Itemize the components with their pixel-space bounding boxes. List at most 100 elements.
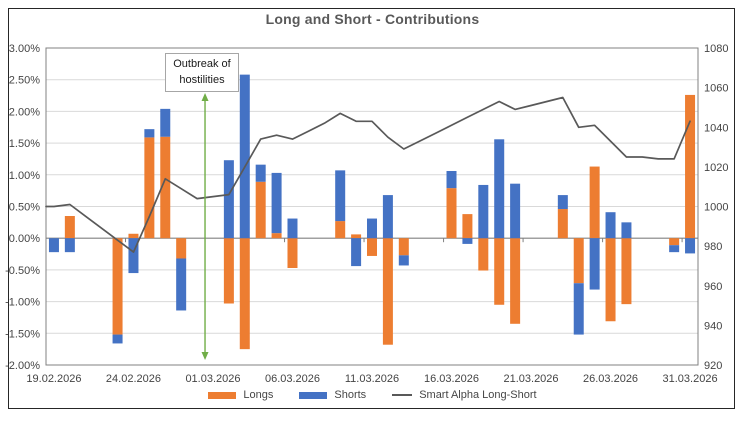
bar-longs[interactable] xyxy=(621,238,632,305)
bar-longs[interactable] xyxy=(398,238,409,256)
chart-frame xyxy=(8,8,735,409)
bar-shorts[interactable] xyxy=(160,108,171,137)
bar-shorts[interactable] xyxy=(478,184,489,239)
y-axis-right-label: 1020 xyxy=(704,162,728,174)
bar-longs[interactable] xyxy=(367,238,377,256)
legend-item-longs[interactable]: Longs xyxy=(208,389,273,401)
bar-shorts[interactable] xyxy=(446,170,457,189)
bar-longs[interactable] xyxy=(335,221,346,239)
x-axis-label: 01.03.2026 xyxy=(185,373,240,385)
bar-shorts[interactable] xyxy=(48,238,59,253)
bar-longs[interactable] xyxy=(128,233,139,239)
x-axis-label: 21.03.2026 xyxy=(503,373,558,385)
legend-item-shorts[interactable]: Shorts xyxy=(299,389,366,401)
bar-shorts[interactable] xyxy=(573,283,584,335)
bar-shorts[interactable] xyxy=(382,195,393,239)
bar-longs[interactable] xyxy=(176,238,187,259)
y-axis-right-label: 940 xyxy=(704,320,722,332)
bar-shorts[interactable] xyxy=(621,222,632,239)
bar-longs[interactable] xyxy=(239,238,250,350)
bar-shorts[interactable] xyxy=(605,212,616,239)
smart-alpha-line[interactable] xyxy=(45,96,691,253)
bar-longs[interactable] xyxy=(351,234,362,239)
bar-shorts[interactable] xyxy=(462,238,473,244)
bar-shorts[interactable] xyxy=(557,195,568,210)
bar-shorts[interactable] xyxy=(589,238,600,290)
bar-shorts[interactable] xyxy=(494,139,505,239)
bar-longs[interactable] xyxy=(144,137,155,239)
annotation-line-2: hostilities xyxy=(179,74,225,86)
y-axis-left-label: 1.00% xyxy=(9,170,40,182)
bar-shorts[interactable] xyxy=(351,238,362,267)
y-axis-left-label: 0.00% xyxy=(9,233,40,245)
bar-shorts[interactable] xyxy=(287,218,298,239)
bar-longs[interactable] xyxy=(573,238,584,284)
bar-shorts[interactable] xyxy=(510,183,521,239)
y-axis-left-label: -2.00% xyxy=(5,360,40,372)
event-arrow-up-head-icon xyxy=(201,93,209,101)
bar-shorts[interactable] xyxy=(112,334,123,344)
bar-longs[interactable] xyxy=(64,216,75,239)
longs-swatch-icon xyxy=(208,391,237,399)
y-axis-left-label: 3.00% xyxy=(9,43,40,55)
y-axis-left-label: -1.00% xyxy=(5,297,40,309)
bar-longs[interactable] xyxy=(287,238,298,268)
legend-label-smart-alpha: Smart Alpha Long-Short xyxy=(419,389,537,401)
bar-longs[interactable] xyxy=(446,188,457,239)
bar-shorts[interactable] xyxy=(669,245,680,253)
bar-shorts[interactable] xyxy=(255,164,266,182)
bar-shorts[interactable] xyxy=(176,258,187,311)
annotation-callout[interactable]: Outbreak of hostilities xyxy=(165,53,239,92)
y-axis-right-label: 980 xyxy=(704,241,722,253)
bar-shorts[interactable] xyxy=(128,238,139,274)
legend-label-shorts: Shorts xyxy=(334,389,367,401)
bar-shorts[interactable] xyxy=(685,238,696,254)
legend-item-smart-alpha[interactable]: Smart Alpha Long-Short xyxy=(392,389,537,401)
chart-legend: Longs Shorts Smart Alpha Long-Short xyxy=(0,389,745,401)
bar-shorts[interactable] xyxy=(223,160,234,239)
bar-longs[interactable] xyxy=(271,233,282,239)
x-axis-label: 26.03.2026 xyxy=(583,373,638,385)
bar-longs[interactable] xyxy=(160,136,171,239)
x-axis-label: 24.02.2026 xyxy=(106,373,161,385)
y-axis-left-label: -1.50% xyxy=(5,328,40,340)
x-axis-label: 19.02.2026 xyxy=(26,373,81,385)
bar-longs[interactable] xyxy=(669,238,680,246)
annotation-line-1: Outbreak of xyxy=(173,58,231,70)
bar-longs[interactable] xyxy=(494,238,505,305)
x-axis-label: 11.03.2026 xyxy=(345,373,399,385)
bar-longs[interactable] xyxy=(478,238,489,271)
y-axis-right-label: 920 xyxy=(704,360,722,372)
x-axis-label: 31.03.2026 xyxy=(663,373,718,385)
bar-longs[interactable] xyxy=(685,94,696,239)
bar-longs[interactable] xyxy=(255,181,266,239)
smart-alpha-line-swatch-icon xyxy=(392,394,413,396)
bar-shorts[interactable] xyxy=(64,238,75,253)
bar-shorts[interactable] xyxy=(398,255,409,266)
x-axis-label: 16.03.2026 xyxy=(424,373,479,385)
y-axis-left-label: 0.50% xyxy=(9,202,40,214)
bar-shorts[interactable] xyxy=(367,218,377,239)
y-axis-right-label: 1040 xyxy=(704,122,728,134)
bar-longs[interactable] xyxy=(510,238,521,324)
bar-longs[interactable] xyxy=(589,166,600,239)
y-axis-right-label: 1080 xyxy=(704,43,728,55)
y-axis-left-label: 2.00% xyxy=(9,106,40,118)
event-arrow-down-head-icon xyxy=(201,352,209,360)
bar-shorts[interactable] xyxy=(335,170,346,222)
bar-shorts[interactable] xyxy=(144,129,155,138)
bar-longs[interactable] xyxy=(223,238,234,304)
bar-longs[interactable] xyxy=(112,238,123,335)
bar-longs[interactable] xyxy=(382,238,393,345)
y-axis-right-label: 1060 xyxy=(704,83,728,95)
bar-longs[interactable] xyxy=(605,238,616,322)
y-axis-right-label: 960 xyxy=(704,281,722,293)
bar-longs[interactable] xyxy=(557,209,568,239)
bar-longs[interactable] xyxy=(462,214,473,239)
bar-shorts[interactable] xyxy=(271,172,282,234)
y-axis-left-label: -0.50% xyxy=(5,265,40,277)
y-axis-left-label: 2.50% xyxy=(9,75,40,87)
y-axis-right-label: 1000 xyxy=(704,202,728,214)
bar-shorts[interactable] xyxy=(239,74,250,239)
